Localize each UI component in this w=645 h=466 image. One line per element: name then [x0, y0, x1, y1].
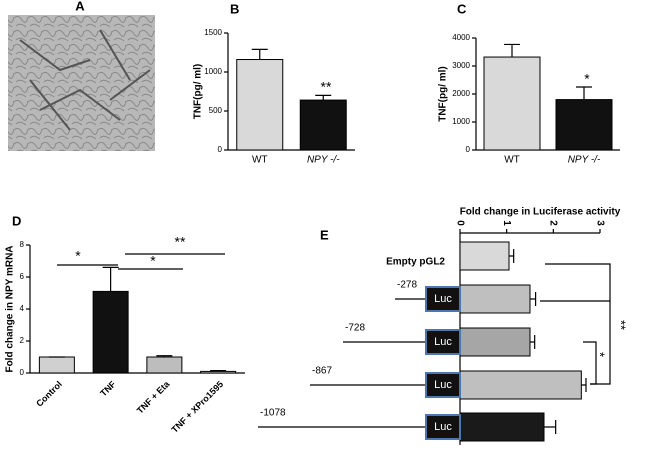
bracket-line — [583, 341, 597, 385]
y-tick-label: 500 — [209, 106, 223, 115]
y-axis-label: TNF(pg/ ml) — [193, 64, 204, 120]
bar — [555, 99, 613, 151]
x-tick-label: NPY -/- — [307, 155, 340, 166]
bar — [483, 56, 541, 151]
x-tick-label: Control — [34, 379, 64, 409]
y-tick-label: 0 — [20, 368, 25, 377]
luc-box — [425, 414, 461, 440]
significance: ** — [175, 234, 186, 250]
error-bar — [210, 370, 227, 372]
x-tick-label: 0 — [454, 220, 465, 226]
significance: * — [150, 253, 156, 269]
y-tick-label: 1500 — [204, 28, 222, 37]
bar — [459, 370, 582, 400]
y-tick-label: 1000 — [452, 117, 470, 126]
panel-label: B — [230, 1, 239, 16]
category-label: Empty pGL2 — [386, 257, 445, 268]
significance: ** — [614, 320, 629, 330]
y-tick-label: 0 — [466, 145, 471, 154]
bar — [299, 99, 347, 151]
category-label: -278 — [397, 280, 417, 291]
panel-label: D — [12, 213, 21, 228]
error-bar — [102, 266, 119, 292]
x-tick-label: 1 — [501, 220, 512, 226]
luc-box — [425, 286, 461, 312]
bar — [459, 241, 510, 271]
panel-label: C — [457, 1, 467, 16]
cell-outlines — [19, 29, 151, 131]
panel-label: E — [320, 227, 329, 242]
y-tick-label: 0 — [218, 145, 223, 154]
category-label: -867 — [312, 366, 332, 377]
y-tick-label: 1000 — [204, 67, 222, 76]
x-tick-label: WT — [504, 155, 520, 166]
category-label: -1078 — [260, 408, 286, 419]
bracket-line — [540, 263, 611, 385]
y-tick-label: 6 — [20, 272, 25, 281]
x-tick-label: WT — [252, 155, 268, 166]
bar — [236, 59, 284, 151]
luc-label: Luc — [434, 336, 452, 348]
panel-label: A — [75, 0, 85, 13]
bar — [38, 356, 75, 374]
y-tick-label: 2 — [20, 336, 25, 345]
y-axis-label: Fold change in NPY mRNA — [5, 245, 16, 372]
x-tick-label: 3 — [594, 220, 605, 226]
significance: ** — [321, 79, 332, 95]
luc-box — [425, 372, 461, 398]
error-bar — [504, 43, 520, 58]
x-tick-label: 2 — [548, 220, 559, 226]
error-bar — [156, 355, 173, 357]
error-bar — [530, 292, 537, 306]
bar — [200, 370, 237, 374]
error-bar — [251, 48, 268, 60]
bar — [92, 290, 129, 374]
category-label: -728 — [345, 323, 365, 334]
error-bar — [509, 249, 515, 263]
y-tick-label: 8 — [20, 240, 25, 249]
y-axis-label: TNF(pg/ ml) — [438, 66, 449, 122]
x-tick-label: NPY -/- — [568, 155, 601, 166]
x-tick-label: TNF + XPro1595 — [170, 379, 226, 435]
error-bar — [530, 335, 536, 349]
significance: * — [584, 71, 590, 87]
y-tick-label: 4 — [20, 304, 25, 313]
bar — [459, 327, 531, 357]
x-tick-label: TNF + Eta — [135, 378, 172, 415]
bar — [146, 356, 183, 374]
error-bar — [581, 378, 587, 392]
bar — [459, 412, 545, 442]
y-tick-label: 4000 — [452, 33, 470, 42]
luc-label: Luc — [434, 293, 452, 305]
x-tick-label: TNF — [98, 379, 118, 399]
bar — [459, 284, 531, 314]
luc-box — [425, 329, 461, 355]
error-bar — [544, 420, 557, 434]
y-tick-label: 2000 — [452, 89, 470, 98]
error-bar — [315, 94, 332, 101]
luc-label: Luc — [434, 379, 452, 391]
error-bar — [576, 86, 592, 100]
chart-title: Fold change in Luciferase activity — [460, 207, 621, 218]
significance: * — [75, 248, 81, 264]
luc-label: Luc — [434, 421, 452, 433]
significance: * — [593, 352, 608, 357]
y-tick-label: 3000 — [452, 61, 470, 70]
